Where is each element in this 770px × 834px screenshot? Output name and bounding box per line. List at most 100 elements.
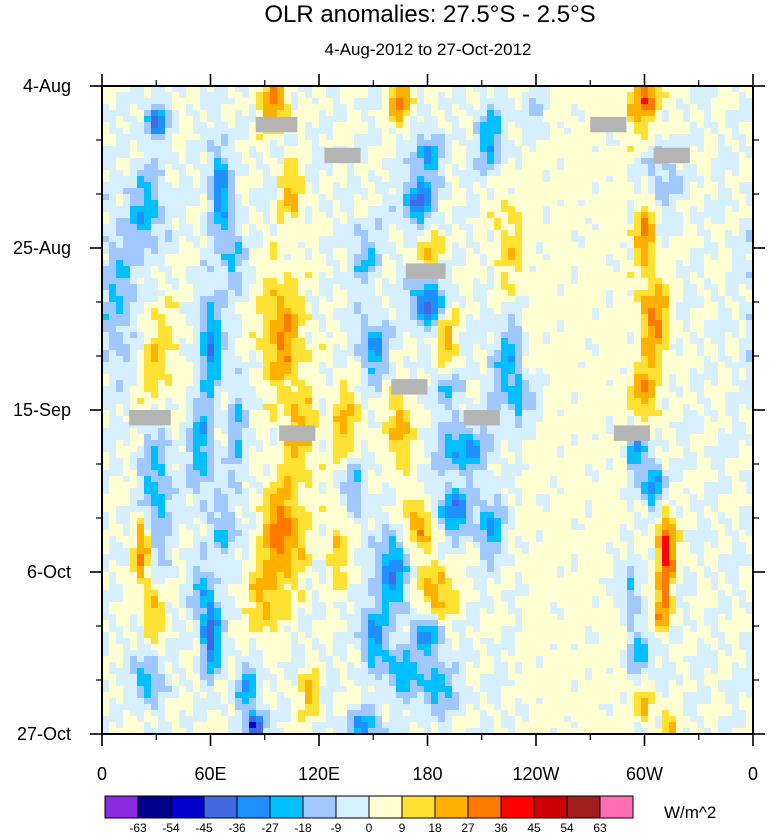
field-cell-3718 — [739, 320, 747, 327]
field-cell-690 — [375, 128, 383, 135]
field-cell-4976 — [431, 404, 439, 411]
field-cell-4079 — [662, 344, 670, 351]
field-cell-4225 — [382, 356, 390, 363]
field-cell-1077 — [480, 152, 488, 159]
field-cell-2250 — [228, 230, 236, 237]
field-cell-3460 — [235, 308, 243, 315]
field-cell-4896 — [522, 398, 530, 405]
field-cell-3144 — [627, 284, 635, 291]
field-cell-1484 — [725, 176, 733, 183]
field-cell-1692 — [228, 194, 236, 201]
field-cell-3985 — [655, 338, 663, 345]
field-cell-4335 — [501, 362, 509, 369]
field-cell-3723 — [123, 326, 131, 333]
field-cell-1652 — [599, 188, 607, 195]
field-cell-648 — [732, 122, 740, 129]
field-cell-3467 — [284, 308, 292, 315]
field-cell-2387 — [536, 236, 544, 243]
field-cell-4417 — [424, 368, 432, 375]
field-cell-2591 — [662, 248, 670, 255]
field-cell-3538 — [130, 314, 138, 321]
field-cell-1595 — [200, 188, 208, 195]
field-cell-360 — [669, 104, 677, 111]
field-cell-2385 — [522, 236, 530, 243]
field-cell-3150 — [669, 284, 677, 291]
field-cell-1645 — [550, 188, 558, 195]
field-cell-2302 — [592, 230, 600, 237]
field-cell-4188 — [123, 356, 131, 363]
field-cell-2693 — [725, 254, 733, 261]
field-cell-3772 — [466, 326, 474, 333]
field-cell-3101 — [326, 284, 334, 291]
field-cell-2090 — [410, 218, 418, 225]
field-cell-4204 — [235, 356, 243, 363]
field-cell-919 — [676, 140, 684, 147]
field-cell-4742 — [746, 386, 754, 393]
field-cell-1408 — [193, 176, 201, 183]
field-cell-3063 — [711, 278, 719, 285]
field-cell-3890 — [641, 332, 649, 339]
field-cell-1934 — [620, 206, 628, 213]
field-cell-1572 — [690, 182, 698, 189]
field-cell-3008 — [326, 278, 334, 285]
field-cell-3036 — [522, 278, 530, 285]
field-cell-1219 — [172, 164, 180, 171]
field-cell-548 — [683, 116, 691, 123]
field-cell-45 — [417, 86, 425, 93]
field-cell-4064 — [557, 344, 565, 351]
field-cell-2682 — [648, 254, 656, 261]
field-cell-4610 — [473, 380, 481, 387]
field-cell-3567 — [333, 314, 341, 321]
field-cell-2123 — [641, 218, 649, 225]
field-cell-1527 — [375, 182, 383, 189]
field-cell-4968 — [375, 404, 383, 411]
field-cell-4893 — [501, 398, 509, 405]
field-cell-2657 — [473, 254, 481, 261]
field-cell-1266 — [501, 164, 509, 171]
field-cell-4605 — [438, 380, 446, 387]
field-cell-2259 — [291, 230, 299, 237]
field-cell-887 — [452, 140, 460, 147]
field-cell-1924 — [550, 206, 558, 213]
field-cell-3013 — [361, 278, 369, 285]
field-cell-467 — [116, 116, 124, 123]
field-cell-253 — [571, 98, 579, 105]
field-cell-3253 — [739, 290, 747, 297]
field-cell-2950 — [571, 272, 579, 279]
field-cell-2156 — [221, 224, 229, 231]
field-cell-3403 — [487, 302, 495, 309]
field-cell-2180 — [389, 224, 397, 231]
field-cell-752 — [158, 134, 166, 141]
field-cell-2319 — [711, 230, 719, 237]
field-cell-874 — [361, 140, 369, 147]
field-cell-3929 — [263, 338, 271, 345]
field-cell-4856 — [242, 398, 250, 405]
field-cell-4664 — [200, 386, 208, 393]
field-cell-845 — [158, 140, 166, 147]
field-cell-2818 — [298, 266, 306, 273]
field-cell-1490 — [116, 182, 124, 189]
field-cell-772 — [298, 134, 306, 141]
field-cell-4404 — [333, 368, 341, 375]
field-cell-4231 — [424, 356, 432, 363]
field-cell-3648 — [249, 320, 257, 327]
field-cell-1553 — [557, 182, 565, 189]
field-cell-383 — [179, 110, 187, 117]
field-cell-426 — [480, 110, 488, 117]
field-cell-1507 — [235, 182, 243, 189]
field-cell-92 — [746, 86, 754, 93]
field-cell-1644 — [543, 188, 551, 195]
field-cell-4030 — [319, 344, 327, 351]
field-cell-4995 — [564, 404, 572, 411]
field-cell-4147 — [487, 350, 495, 357]
field-cell-145 — [466, 92, 474, 99]
field-cell-3221 — [515, 290, 523, 297]
field-cell-4688 — [368, 386, 376, 393]
field-cell-3070 — [109, 284, 117, 291]
field-cell-2061 — [207, 218, 215, 225]
field-cell-1317 — [207, 170, 215, 177]
field-cell-2997 — [249, 278, 257, 285]
field-cell-2765 — [578, 260, 586, 267]
field-cell-2666 — [536, 254, 544, 261]
field-cell-557 — [746, 116, 754, 123]
